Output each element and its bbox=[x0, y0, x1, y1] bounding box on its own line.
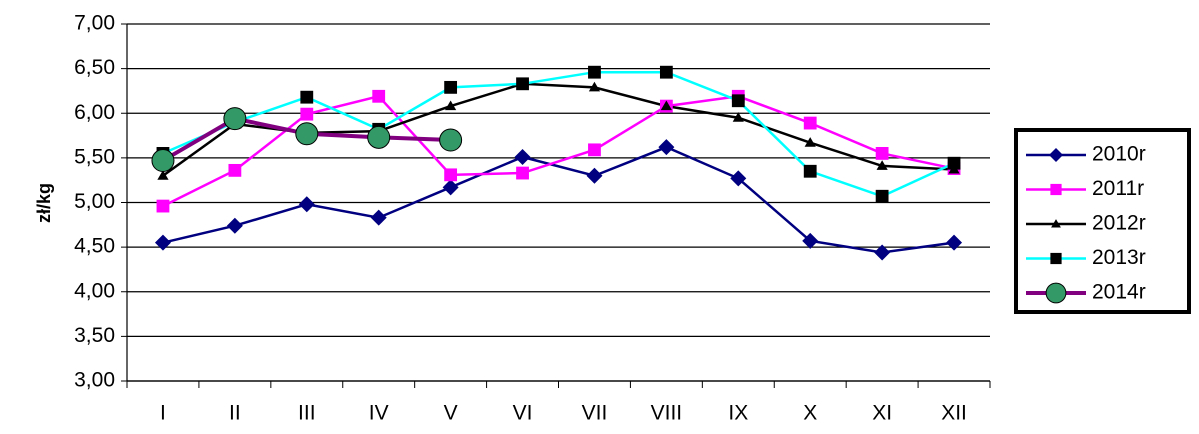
point bbox=[588, 143, 601, 157]
point bbox=[442, 179, 459, 196]
point bbox=[516, 77, 529, 91]
y-tick-label: 4,50 bbox=[74, 235, 115, 258]
point bbox=[223, 107, 247, 131]
point bbox=[803, 164, 817, 178]
y-tick-label: 3,50 bbox=[74, 324, 115, 347]
point bbox=[947, 156, 961, 170]
x-tick-label: IX bbox=[728, 402, 748, 425]
series-line bbox=[162, 145, 955, 254]
point bbox=[876, 160, 888, 170]
x-tick-label: XII bbox=[941, 402, 967, 425]
point bbox=[659, 65, 673, 79]
point bbox=[156, 199, 170, 213]
legend-marker bbox=[1049, 148, 1063, 162]
x-tick-label: I bbox=[160, 402, 166, 425]
point bbox=[295, 122, 319, 146]
legend-marker bbox=[1050, 252, 1062, 265]
point bbox=[367, 125, 391, 149]
point bbox=[228, 163, 242, 177]
y-tick-label: 3,00 bbox=[74, 369, 115, 392]
point bbox=[444, 168, 458, 182]
legend-label: 2013r bbox=[1092, 246, 1146, 269]
legend-marker bbox=[1045, 282, 1067, 304]
point bbox=[875, 147, 889, 160]
point bbox=[658, 139, 675, 156]
point bbox=[874, 244, 891, 261]
point bbox=[439, 128, 463, 152]
point bbox=[370, 209, 387, 226]
x-tick-label: IV bbox=[369, 402, 389, 425]
point bbox=[660, 100, 672, 111]
point bbox=[445, 100, 457, 111]
legend-label: 2012r bbox=[1092, 212, 1146, 235]
y-tick-label: 6,00 bbox=[74, 101, 115, 124]
legend-label: 2011r bbox=[1092, 177, 1144, 200]
x-tick-label: V bbox=[444, 402, 458, 425]
point bbox=[298, 196, 315, 213]
legend-marker bbox=[1050, 183, 1062, 196]
x-tick-label: II bbox=[229, 402, 241, 425]
x-tick-label: X bbox=[803, 402, 817, 425]
point bbox=[730, 170, 747, 187]
y-tick-label: 5,00 bbox=[74, 190, 115, 213]
legend-box bbox=[1014, 128, 1191, 314]
y-tick-label: 4,00 bbox=[74, 279, 115, 302]
x-tick-label: VIII bbox=[651, 402, 683, 425]
series-line bbox=[162, 94, 955, 208]
point bbox=[444, 80, 458, 94]
y-tick-label: 6,50 bbox=[74, 56, 115, 79]
y-tick-label: 5,50 bbox=[74, 145, 115, 168]
point bbox=[300, 90, 314, 104]
x-tick-label: III bbox=[298, 402, 316, 425]
point bbox=[732, 112, 744, 122]
y-tick-label: 7,00 bbox=[74, 12, 115, 35]
point bbox=[875, 189, 889, 203]
legend-marker bbox=[1051, 219, 1061, 228]
point bbox=[802, 232, 819, 249]
point bbox=[226, 217, 243, 234]
series-line bbox=[162, 70, 955, 198]
point bbox=[586, 167, 603, 184]
point bbox=[157, 170, 169, 180]
point bbox=[803, 116, 817, 130]
y-axis-label: zł/kg bbox=[34, 183, 54, 223]
x-tick-label: VI bbox=[513, 402, 533, 425]
point bbox=[946, 234, 963, 251]
point bbox=[804, 137, 816, 147]
point bbox=[300, 107, 314, 121]
point bbox=[588, 65, 601, 79]
x-tick-label: XI bbox=[872, 402, 892, 425]
point bbox=[731, 94, 745, 108]
point bbox=[516, 166, 529, 180]
point bbox=[372, 89, 386, 103]
point bbox=[514, 148, 531, 165]
point bbox=[588, 81, 601, 92]
x-tick-label: VII bbox=[582, 402, 608, 425]
legend-label: 2010r bbox=[1092, 143, 1146, 166]
point bbox=[151, 149, 175, 173]
legend-label: 2014r bbox=[1092, 281, 1146, 304]
point bbox=[154, 234, 171, 251]
